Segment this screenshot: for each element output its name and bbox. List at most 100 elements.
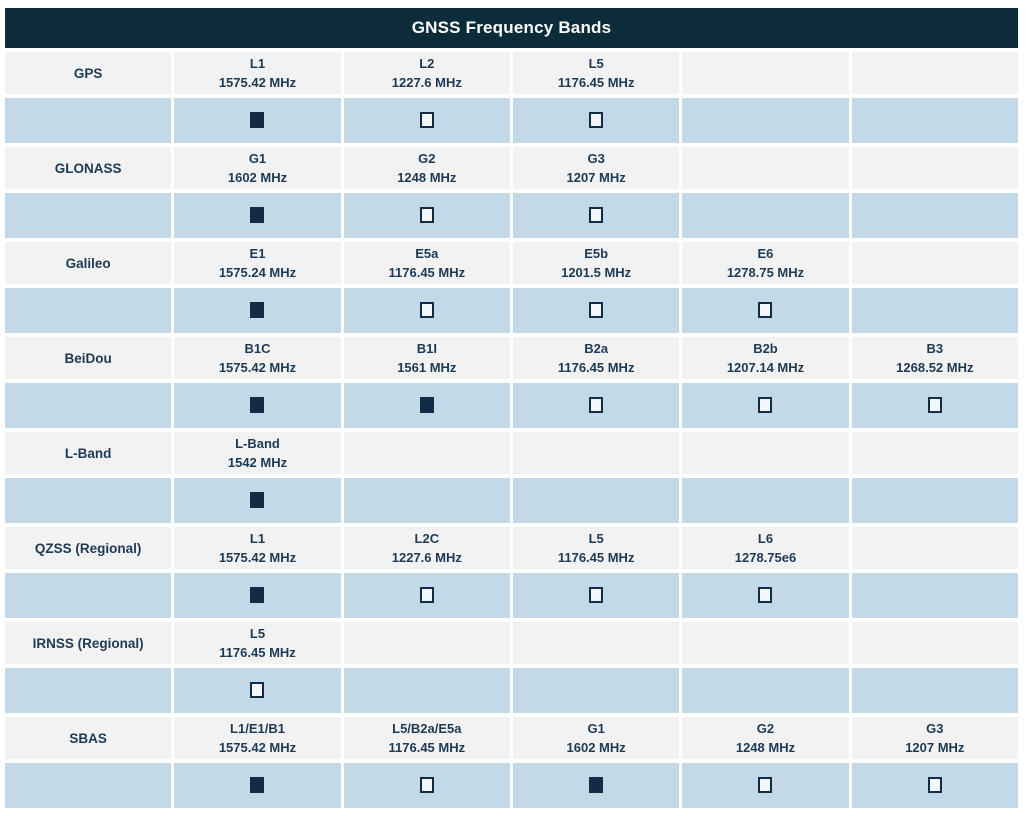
checkbox-cell bbox=[343, 763, 510, 808]
checkbox-cell bbox=[512, 573, 680, 618]
band-frequency: 1176.45 MHz bbox=[557, 75, 635, 90]
band-frequency: 1176.45 MHz bbox=[388, 740, 466, 755]
checkbox-cell bbox=[512, 288, 680, 333]
band-name: B1C bbox=[244, 341, 271, 356]
band-checkbox-unchecked[interactable] bbox=[589, 112, 604, 129]
band-checkbox-unchecked[interactable] bbox=[419, 112, 434, 129]
band-cell: E5a 1176.45 MHz bbox=[343, 242, 510, 284]
band-checkbox-checked[interactable] bbox=[250, 207, 265, 224]
checkbox-cell bbox=[343, 193, 510, 238]
checkbox-cell bbox=[343, 288, 510, 333]
band-name: E6 bbox=[757, 246, 774, 261]
band-checkbox-checked[interactable] bbox=[589, 777, 604, 794]
band-checkbox-checked[interactable] bbox=[419, 397, 434, 414]
band-cell: B1I 1561 MHz bbox=[343, 337, 510, 379]
empty-cell bbox=[851, 288, 1018, 333]
empty-cell bbox=[851, 193, 1018, 238]
band-cell: L-Band 1542 MHz bbox=[174, 432, 341, 474]
band-checkbox-unchecked[interactable] bbox=[927, 777, 942, 794]
empty-cell bbox=[343, 668, 510, 713]
band-cell: L1 1575.42 MHz bbox=[174, 52, 341, 94]
band-cell: G1 1602 MHz bbox=[174, 147, 341, 189]
empty-cell bbox=[343, 432, 510, 474]
band-checkbox-unchecked[interactable] bbox=[419, 587, 434, 604]
band-cell: B3 1268.52 MHz bbox=[851, 337, 1018, 379]
checkbox-cell bbox=[512, 763, 680, 808]
band-name: L-Band bbox=[235, 436, 280, 451]
system-label-row: QZSS (Regional) L1 1575.42 MHz L2C 1227.6 MH… bbox=[5, 527, 1018, 569]
band-checkbox-unchecked[interactable] bbox=[758, 397, 773, 414]
band-checkbox-unchecked[interactable] bbox=[589, 587, 604, 604]
band-cell: G2 1248 MHz bbox=[343, 147, 510, 189]
band-cell: B1C 1575.42 MHz bbox=[174, 337, 341, 379]
system-name: SBAS bbox=[5, 717, 172, 759]
band-checkbox-unchecked[interactable] bbox=[589, 302, 604, 319]
band-checkbox-unchecked[interactable] bbox=[589, 397, 604, 414]
band-select-row bbox=[5, 193, 1018, 238]
band-checkbox-unchecked[interactable] bbox=[758, 587, 773, 604]
band-checkbox-checked[interactable] bbox=[250, 587, 265, 604]
band-frequency: 1176.45 MHz bbox=[388, 265, 466, 280]
checkbox-cell bbox=[174, 288, 341, 333]
band-checkbox-checked[interactable] bbox=[250, 302, 265, 319]
empty-cell bbox=[5, 573, 172, 618]
empty-cell bbox=[512, 622, 680, 664]
band-checkbox-unchecked[interactable] bbox=[419, 777, 434, 794]
empty-cell bbox=[5, 668, 172, 713]
band-cell: B2b 1207.14 MHz bbox=[682, 337, 849, 379]
empty-cell bbox=[851, 622, 1018, 664]
checkbox-cell bbox=[682, 763, 849, 808]
band-name: L2 bbox=[419, 56, 435, 71]
band-select-row bbox=[5, 98, 1018, 143]
band-checkbox-unchecked[interactable] bbox=[419, 302, 434, 319]
checkbox-cell bbox=[512, 383, 680, 428]
empty-cell bbox=[5, 478, 172, 523]
band-checkbox-unchecked[interactable] bbox=[419, 207, 434, 224]
band-select-row bbox=[5, 573, 1018, 618]
band-name: L6 bbox=[757, 531, 774, 546]
band-frequency: 1278.75 MHz bbox=[726, 265, 805, 280]
band-name: G1 bbox=[587, 721, 605, 736]
empty-cell bbox=[512, 668, 680, 713]
band-frequency: 1268.52 MHz bbox=[896, 360, 974, 375]
band-name: G2 bbox=[418, 151, 436, 166]
empty-cell bbox=[851, 98, 1018, 143]
checkbox-cell bbox=[851, 763, 1018, 808]
empty-cell bbox=[851, 573, 1018, 618]
band-cell: L5/B2a/E5a 1176.45 MHz bbox=[343, 717, 510, 759]
band-checkbox-unchecked[interactable] bbox=[927, 397, 942, 414]
band-cell: L1/E1/B1 1575.42 MHz bbox=[174, 717, 341, 759]
band-checkbox-unchecked[interactable] bbox=[758, 302, 773, 319]
band-checkbox-checked[interactable] bbox=[250, 492, 265, 509]
empty-cell bbox=[682, 668, 849, 713]
band-checkbox-checked[interactable] bbox=[250, 112, 265, 129]
band-frequency: 1207.14 MHz bbox=[726, 360, 805, 375]
band-cell: G3 1207 MHz bbox=[512, 147, 680, 189]
table-header-row: GNSS Frequency Bands bbox=[5, 8, 1018, 48]
band-checkbox-unchecked[interactable] bbox=[589, 207, 604, 224]
band-name: L2C bbox=[414, 531, 440, 546]
band-cell: E5b 1201.5 MHz bbox=[512, 242, 680, 284]
empty-cell bbox=[682, 193, 849, 238]
band-name: L5 bbox=[588, 56, 604, 71]
band-checkbox-checked[interactable] bbox=[250, 397, 265, 414]
band-frequency: 1227.6 MHz bbox=[391, 75, 462, 90]
system-name: IRNSS (Regional) bbox=[5, 622, 172, 664]
band-checkbox-unchecked[interactable] bbox=[758, 777, 773, 794]
band-checkbox-checked[interactable] bbox=[250, 777, 265, 794]
band-checkbox-unchecked[interactable] bbox=[250, 682, 265, 699]
band-name: G3 bbox=[926, 721, 944, 736]
band-cell: G2 1248 MHz bbox=[682, 717, 849, 759]
gnss-frequency-table: GNSS Frequency Bands GPS L1 1575.42 MHz L2 1… bbox=[2, 4, 1021, 812]
checkbox-cell bbox=[682, 288, 849, 333]
empty-cell bbox=[682, 52, 849, 94]
band-frequency: 1278.75e6 bbox=[734, 550, 797, 565]
checkbox-cell bbox=[682, 573, 849, 618]
empty-cell bbox=[682, 432, 849, 474]
band-cell: G3 1207 MHz bbox=[851, 717, 1018, 759]
band-name: E1 bbox=[249, 246, 266, 261]
band-cell: B2a 1176.45 MHz bbox=[512, 337, 680, 379]
band-frequency: 1207 MHz bbox=[566, 170, 626, 185]
empty-cell bbox=[851, 242, 1018, 284]
empty-cell bbox=[682, 98, 849, 143]
